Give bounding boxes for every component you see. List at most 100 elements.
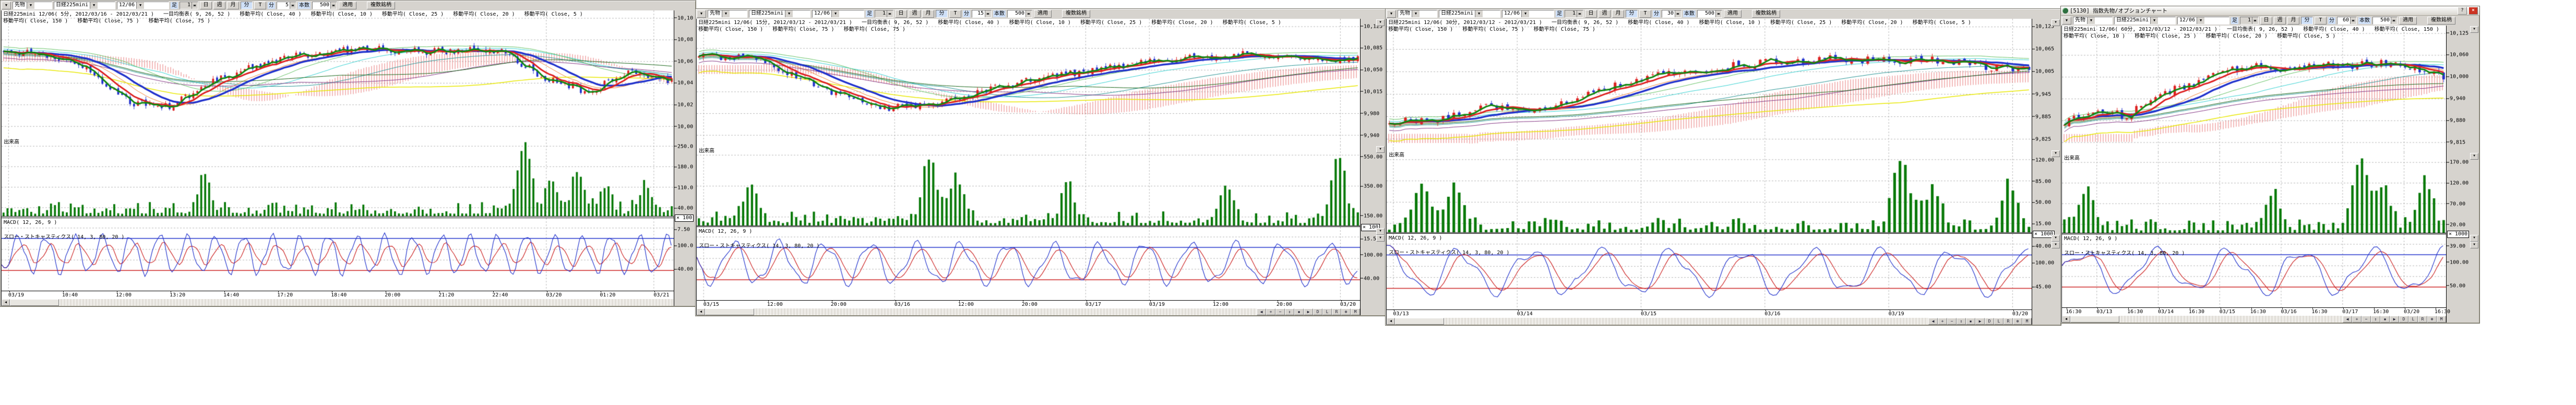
help-button[interactable]: ?	[2458, 7, 2467, 15]
spinner-icon[interactable]	[1577, 10, 1583, 17]
multi-symbol-button[interactable]: 複数銘柄	[2427, 17, 2455, 25]
symbol-select[interactable]: 日経225mini▼	[1439, 10, 1500, 18]
spinner-icon[interactable]	[290, 2, 296, 9]
bar-type-stepper[interactable]: 1	[875, 10, 893, 18]
contract-select[interactable]: 12/06▼	[2177, 17, 2229, 25]
chart-tool-button[interactable]: R	[2418, 316, 2427, 323]
symbol-select[interactable]: 日経225mini▼	[2114, 17, 2176, 25]
chart-tool-button[interactable]: ◀	[1257, 308, 1266, 315]
scrollbar-thumb[interactable]	[2070, 316, 2119, 323]
chart-menu-dropdown-button[interactable]: ▼	[1387, 10, 1396, 18]
apply-button[interactable]: 適用	[339, 2, 356, 9]
chart-tool-button[interactable]: ▶	[1304, 308, 1313, 315]
period-tick-button[interactable]: T	[1639, 10, 1651, 18]
chart-tool-button[interactable]: D	[2399, 316, 2408, 323]
chart-menu-dropdown-button[interactable]: ▼	[2, 2, 11, 9]
chart-tool-button[interactable]: +	[1938, 318, 1947, 325]
chart-tool-button[interactable]: ◀	[1928, 318, 1938, 325]
volume-pane-dropdown-button[interactable]: ▼	[2052, 150, 2060, 157]
chart-tool-button[interactable]: D	[1985, 318, 1994, 325]
symbol-select[interactable]: 日経225mini▼	[54, 2, 115, 9]
minute-stepper[interactable]: 5	[277, 2, 296, 9]
scrollbar-track[interactable]	[1444, 318, 1928, 325]
chart-menu-dropdown-button[interactable]: ▼	[2062, 17, 2071, 25]
category-select[interactable]: 先物▼	[13, 2, 52, 9]
chart-tool-button[interactable]: M	[2022, 318, 2032, 325]
volume-pane-dropdown-button[interactable]: ▼	[1376, 146, 1385, 153]
period-week-button[interactable]: 週	[2274, 17, 2286, 25]
period-week-button[interactable]: 週	[1599, 10, 1611, 18]
chart-tool-button[interactable]: M	[1351, 308, 1360, 315]
chart-tool-button[interactable]: ▶	[2390, 316, 2399, 323]
horizontal-scrollbar[interactable]: ◀ ◀+−⇕▪▶DLR⊛M	[1387, 318, 2032, 325]
multi-symbol-button[interactable]: 複数銘柄	[1752, 10, 1780, 18]
chart-tool-button[interactable]: ▪	[2380, 316, 2390, 323]
spinner-icon[interactable]	[1715, 10, 1722, 17]
spinner-icon[interactable]	[330, 2, 337, 9]
period-month-button[interactable]: 月	[2287, 17, 2299, 25]
bar-type-stepper[interactable]: 1	[2240, 17, 2259, 25]
period-tick-button[interactable]: T	[949, 10, 961, 18]
chart-tool-button[interactable]: L	[1322, 308, 1332, 315]
spinner-icon[interactable]	[985, 10, 991, 17]
period-minute-button[interactable]: 分	[2301, 17, 2313, 25]
spinner-icon[interactable]	[1675, 10, 1681, 17]
category-select[interactable]: 先物▼	[708, 10, 747, 18]
chart-tool-button[interactable]: ▶	[1975, 318, 1985, 325]
chart-tool-button[interactable]: ▪	[1294, 308, 1304, 315]
category-select[interactable]: 先物▼	[1398, 10, 1437, 18]
spinner-icon[interactable]	[887, 10, 893, 17]
spinner-icon[interactable]	[192, 2, 198, 9]
multi-symbol-button[interactable]: 複数銘柄	[1062, 10, 1090, 18]
scroll-left-button[interactable]: ◀	[697, 308, 705, 315]
horizontal-scrollbar[interactable]: ◀ ◀+−⇕▪▶DLR⊛M	[2062, 316, 2446, 323]
multi-symbol-button[interactable]: 複数銘柄	[367, 2, 395, 9]
chart-tool-button[interactable]: +	[2352, 316, 2362, 323]
price-pane-dropdown-button[interactable]: ▼	[2470, 26, 2478, 33]
bar-type-stepper[interactable]: 1	[180, 2, 198, 9]
price-pane-dropdown-button[interactable]: ▼	[1376, 19, 1385, 26]
scroll-left-button[interactable]: ◀	[2062, 316, 2070, 323]
spinner-icon[interactable]	[2391, 17, 2397, 24]
chart-tool-button[interactable]: ◀	[2343, 316, 2352, 323]
stoch-pane-dropdown-button[interactable]: ▼	[2052, 242, 2060, 248]
scrollbar-thumb[interactable]	[1395, 318, 1444, 325]
bar-count-stepper[interactable]: 500	[1007, 10, 1032, 18]
stoch-pane-dropdown-button[interactable]: ▼	[1376, 235, 1385, 242]
spinner-icon[interactable]	[2350, 17, 2356, 24]
apply-button[interactable]: 適用	[1724, 10, 1742, 18]
scroll-left-button[interactable]: ◀	[2, 299, 10, 306]
minute-stepper[interactable]: 15	[972, 10, 992, 18]
contract-select[interactable]: 12/06▼	[1502, 10, 1554, 18]
chart-tool-button[interactable]: M	[2437, 316, 2446, 323]
horizontal-scrollbar[interactable]: ◀	[2, 299, 674, 306]
period-week-button[interactable]: 週	[213, 2, 225, 9]
apply-button[interactable]: 適用	[2399, 17, 2417, 25]
chart-tool-button[interactable]: L	[2408, 316, 2418, 323]
chart-tool-button[interactable]: ⇕	[2371, 316, 2380, 323]
macd-pane-dropdown-button[interactable]: ▼	[2052, 235, 2060, 242]
chart-tool-button[interactable]: ⊛	[2013, 318, 2022, 325]
scrollbar-track[interactable]	[2119, 316, 2343, 323]
contract-select[interactable]: 12/06▼	[812, 10, 864, 18]
chart-menu-dropdown-button[interactable]: ▼	[697, 10, 706, 18]
spinner-icon[interactable]	[1025, 10, 1032, 17]
chart-tool-button[interactable]: ⇕	[1285, 308, 1294, 315]
period-day-button[interactable]: 日	[200, 2, 212, 9]
scrollbar-thumb[interactable]	[10, 299, 59, 306]
horizontal-scrollbar[interactable]: ◀ ◀+−⇕▪▶DLR⊛M	[697, 308, 1360, 315]
spinner-icon[interactable]	[2252, 17, 2258, 24]
chart-tool-button[interactable]: D	[1313, 308, 1322, 315]
period-minute-button[interactable]: 分	[1626, 10, 1638, 18]
period-week-button[interactable]: 週	[909, 10, 921, 18]
chart-tool-button[interactable]: L	[1994, 318, 2003, 325]
price-pane-dropdown-button[interactable]: ▼	[2052, 19, 2060, 26]
scrollbar-thumb[interactable]	[705, 308, 754, 315]
chart-tool-button[interactable]: ▪	[1966, 318, 1975, 325]
period-minute-button[interactable]: 分	[241, 2, 253, 9]
bar-count-stepper[interactable]: 500	[1697, 10, 1722, 18]
period-tick-button[interactable]: T	[254, 2, 266, 9]
period-minute-button[interactable]: 分	[936, 10, 948, 18]
scroll-left-button[interactable]: ◀	[1387, 318, 1395, 325]
apply-button[interactable]: 適用	[1034, 10, 1052, 18]
